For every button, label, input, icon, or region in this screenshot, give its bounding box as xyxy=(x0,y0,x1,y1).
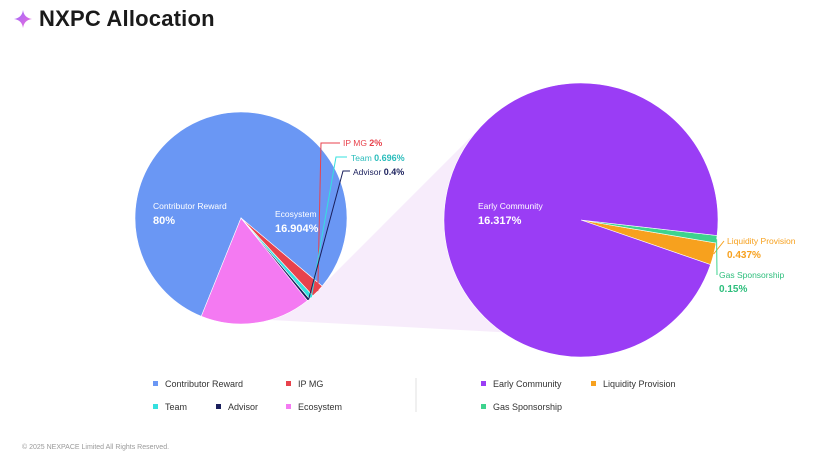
label-early-community: Early Community 16.317% xyxy=(478,201,543,227)
legend-label-advisor: Advisor xyxy=(228,402,258,412)
leader-advisor xyxy=(308,170,350,300)
label-liquidity-provision: Liquidity Provision 0.437% xyxy=(727,236,796,261)
leader-ip-mg xyxy=(317,142,340,292)
legend-label-ip-mg: IP MG xyxy=(298,379,323,389)
legend-item-gas-sponsorship: Gas Sponsorship xyxy=(481,402,562,412)
label-value-advisor: 0.4% xyxy=(384,167,405,177)
detail-pie xyxy=(443,82,719,358)
legend-swatch-ecosystem xyxy=(286,404,291,409)
leader-lines xyxy=(308,142,725,300)
legend-label-gas-sponsorship: Gas Sponsorship xyxy=(493,402,562,412)
legend-swatch-gas-sponsorship xyxy=(481,404,486,409)
slice-ip-mg xyxy=(240,217,323,297)
label-name-ip-mg: IP MG 2% xyxy=(343,138,382,148)
label-value-ecosystem: 16.904% xyxy=(275,223,319,235)
legend-swatch-contributor-reward xyxy=(153,381,158,386)
label-name-ecosystem: Ecosystem xyxy=(275,209,317,219)
legend-swatch-early-community xyxy=(481,381,486,386)
legend-item-team: Team xyxy=(153,402,187,412)
legend-swatch-team xyxy=(153,404,158,409)
label-ip-mg: IP MG 2% xyxy=(343,138,382,148)
legend: Contributor Reward IP MG Team Advisor Ecosys… xyxy=(153,379,676,412)
legend-swatch-ip-mg xyxy=(286,381,291,386)
label-value-contributor-reward: 80% xyxy=(153,215,175,227)
legend-label-liquidity-provision: Liquidity Provision xyxy=(603,379,676,389)
label-name-team: Team 0.696% xyxy=(351,153,405,163)
slice-ecosystem xyxy=(200,217,308,325)
label-name-contributor-reward: Contributor Reward xyxy=(153,201,227,211)
label-value-gas-sponsorship: 0.15% xyxy=(719,284,747,295)
label-contributor-reward: Contributor Reward 80% xyxy=(153,201,227,227)
label-ecosystem: Ecosystem 16.904% xyxy=(275,209,319,235)
legend-item-ip-mg: IP MG xyxy=(286,379,323,389)
page-title: NXPC Allocation xyxy=(39,6,215,31)
slice-early-community xyxy=(443,82,719,358)
legend-item-contributor-reward: Contributor Reward xyxy=(153,379,243,389)
legend-label-team: Team xyxy=(165,402,187,412)
label-name-liquidity-provision: Liquidity Provision xyxy=(727,236,796,246)
legend-swatch-liquidity-provision xyxy=(591,381,596,386)
legend-label-early-community: Early Community xyxy=(493,379,562,389)
sparkle-icon xyxy=(14,10,32,28)
label-team: Team 0.696% xyxy=(351,153,405,163)
legend-swatch-advisor xyxy=(216,404,221,409)
legend-item-ecosystem: Ecosystem xyxy=(286,402,342,412)
label-value-team: 0.696% xyxy=(374,153,405,163)
legend-label-ecosystem: Ecosystem xyxy=(298,402,342,412)
zoom-connector xyxy=(201,115,503,333)
leader-liquidity-provision xyxy=(713,240,725,255)
label-name-advisor: Advisor 0.4% xyxy=(353,167,404,177)
page-header: NXPC Allocation xyxy=(14,6,215,32)
legend-item-early-community: Early Community xyxy=(481,379,562,389)
slice-contributor-reward xyxy=(134,111,348,317)
label-name-early-community: Early Community xyxy=(478,201,543,211)
label-value-liquidity-provision: 0.437% xyxy=(727,250,761,261)
legend-item-advisor: Advisor xyxy=(216,402,258,412)
label-value-early-community: 16.317% xyxy=(478,215,522,227)
label-advisor: Advisor 0.4% xyxy=(353,167,404,177)
label-name-gas-sponsorship: Gas Sponsorship xyxy=(719,270,784,280)
copyright-text: © 2025 NEXPACE Limited All Rights Reserv… xyxy=(22,444,170,451)
leader-team xyxy=(310,156,347,298)
legend-label-contributor-reward: Contributor Reward xyxy=(165,379,243,389)
label-gas-sponsorship: Gas Sponsorship 0.15% xyxy=(719,270,784,295)
legend-item-liquidity-provision: Liquidity Provision xyxy=(591,379,676,389)
data-labels: Contributor Reward 80% Ecosystem 16.904% Ear… xyxy=(153,138,796,295)
label-value-ip-mg: 2% xyxy=(369,138,382,148)
main-pie xyxy=(134,111,348,325)
